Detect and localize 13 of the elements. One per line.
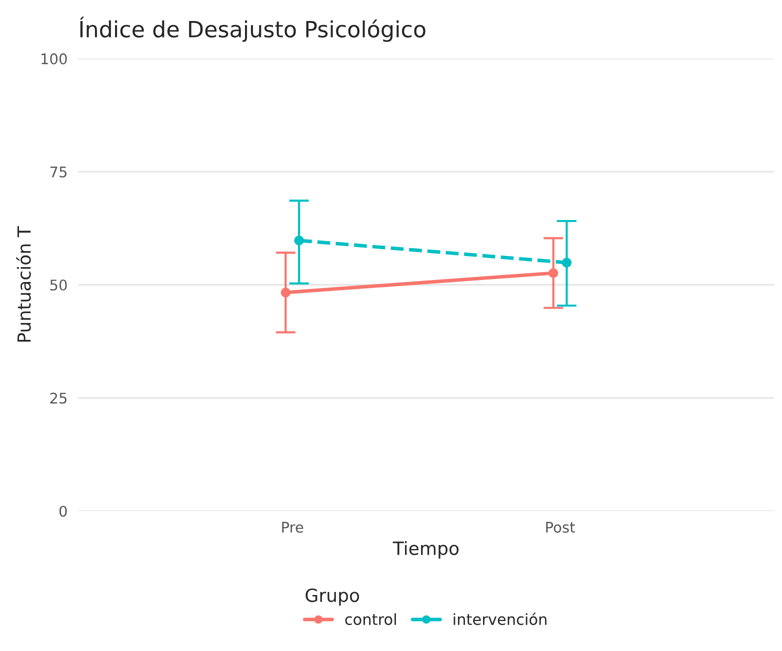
x-axis-title: Tiempo: [392, 541, 459, 559]
y-tick-label: 50: [50, 280, 67, 291]
legend-label: control: [345, 613, 396, 626]
legend-label: intervención: [454, 612, 546, 626]
y-tick-label: 75: [50, 166, 67, 178]
x-tick-label: Post: [546, 522, 575, 533]
y-tick-label: 25: [50, 392, 67, 404]
y-tick-label: 0: [59, 506, 67, 517]
y-axis-title: Puntuación T: [16, 226, 31, 342]
x-tick-label: Pre: [282, 522, 304, 533]
legend-title: Grupo: [306, 588, 360, 606]
y-tick-label: 100: [42, 53, 67, 64]
chart-title: Índice de Desajusto Psicológico: [80, 16, 426, 42]
